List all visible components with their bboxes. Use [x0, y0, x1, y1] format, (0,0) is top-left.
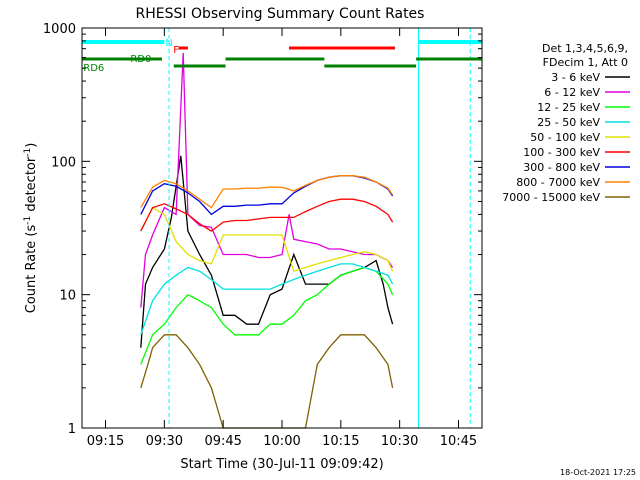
y-axis-label: Count Rate (s-1 detector-1): [23, 143, 39, 314]
x-axis-label: Start Time (30-Jul-11 09:09:42): [180, 457, 383, 472]
legend-label-0: 3 - 6 keV: [551, 71, 600, 84]
series-line-4: [140, 206, 394, 273]
series-line-2: [140, 266, 394, 365]
legend-label-4: 50 - 100 keV: [530, 131, 600, 144]
annotation-3: RD6: [83, 63, 104, 74]
legend-header-decim: FDecim 1, Att 0: [543, 56, 628, 69]
x-tick-label-1: 09:30: [146, 434, 183, 449]
y-axis-label-sup2: -1: [23, 148, 33, 157]
chart-title: RHESSI Observing Summary Count Rates: [136, 6, 425, 22]
annotation-layer: NF RD0 RD6: [83, 38, 179, 74]
series-line-5: [140, 198, 394, 232]
y-tick-label-1: 10: [59, 289, 76, 304]
x-tick-label-2: 09:45: [204, 434, 241, 449]
legend-label-6: 300 - 800 keV: [523, 161, 600, 174]
legend-label-5: 100 - 300 keV: [523, 146, 600, 159]
state-bar-layer: [82, 40, 482, 68]
legend-label-1: 6 - 12 keV: [544, 86, 600, 99]
x-tick-label-6: 10:45: [440, 434, 477, 449]
y-axis-label-sup: -1: [23, 216, 33, 225]
vline-layer: [168, 28, 471, 428]
footer-date: 18-Oct-2021 17:25: [560, 468, 636, 477]
y-axis-label-mid: detector: [24, 156, 39, 216]
legend-label-2: 12 - 25 keV: [537, 101, 600, 114]
y-tick-label-0: 1: [68, 422, 76, 437]
y-axis-label-end: ): [24, 143, 39, 148]
y-tick-label-2: 100: [51, 155, 76, 170]
annotation-0: N: [165, 38, 172, 49]
y-axis-label-main: Count Rate (s: [24, 225, 39, 314]
annotation-1: F: [173, 45, 179, 56]
legend-label-7: 800 - 7000 keV: [516, 176, 600, 189]
axis-layer: 09:15 09:30 09:45 10:00 10:15 10:30 10:45 1 10 10…: [43, 22, 482, 449]
x-tick-label-5: 10:30: [381, 434, 418, 449]
annotation-2: RD0: [130, 54, 151, 65]
y-tick-label-3: 1000: [43, 22, 76, 37]
legend: Det 1,3,4,5,6,9, FDecim 1, Att 0 3 - 6 k…: [502, 42, 630, 204]
series-line-3: [140, 263, 394, 336]
legend-label-3: 25 - 50 keV: [537, 116, 600, 129]
legend-entries: 3 - 6 keV 6 - 12 keV 12 - 25 keV 25 - 50 ke…: [502, 71, 630, 204]
x-tick-label-0: 09:15: [87, 434, 124, 449]
legend-label-8: 7000 - 15000 keV: [502, 191, 600, 204]
series-line-7: [140, 175, 394, 209]
series-layer: [140, 52, 394, 429]
x-tick-label-4: 10:15: [322, 434, 359, 449]
legend-header-detectors: Det 1,3,4,5,6,9,: [542, 42, 628, 55]
x-tick-label-3: 10:00: [263, 434, 300, 449]
